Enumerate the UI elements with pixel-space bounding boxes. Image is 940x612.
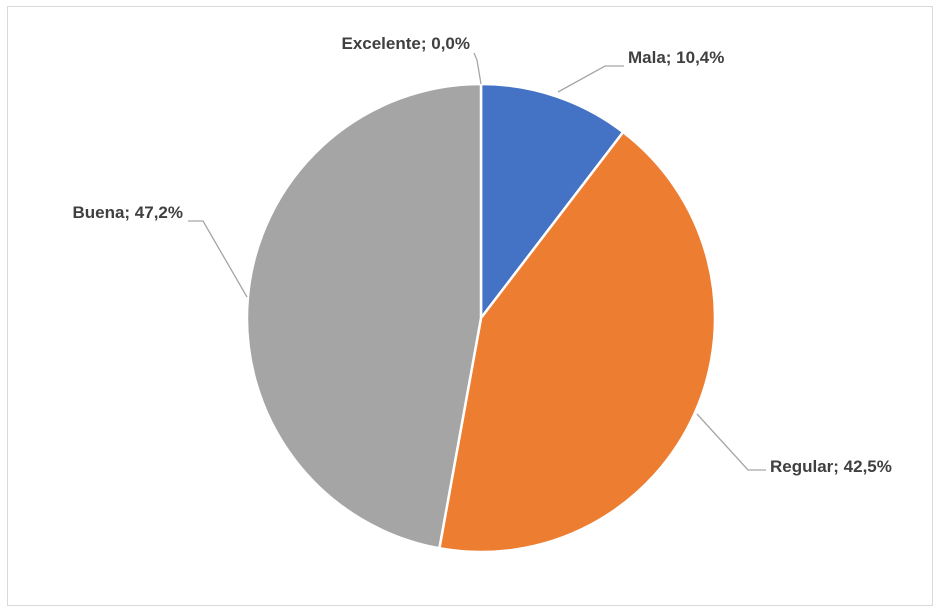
leader-line-regular	[696, 413, 766, 471]
pie-slice-regular	[438, 130, 717, 554]
data-label-regular: Regular; 42,5%	[770, 457, 892, 476]
leader-line-mala	[557, 65, 624, 93]
leader-line-buena	[188, 220, 248, 298]
data-label-buena: Buena; 47,2%	[72, 203, 183, 222]
pie-slice-buena	[245, 82, 483, 550]
data-labels: Mala; 10,4% Regular; 42,5% Buena; 47,2% Exc…	[72, 34, 891, 476]
leader-lines	[188, 52, 766, 471]
data-label-mala: Mala; 10,4%	[628, 48, 724, 67]
pie-slice-mala	[479, 82, 625, 320]
pie-slices	[245, 82, 717, 554]
leader-line-excelente	[473, 52, 482, 85]
data-label-excelente: Excelente; 0,0%	[341, 34, 470, 53]
